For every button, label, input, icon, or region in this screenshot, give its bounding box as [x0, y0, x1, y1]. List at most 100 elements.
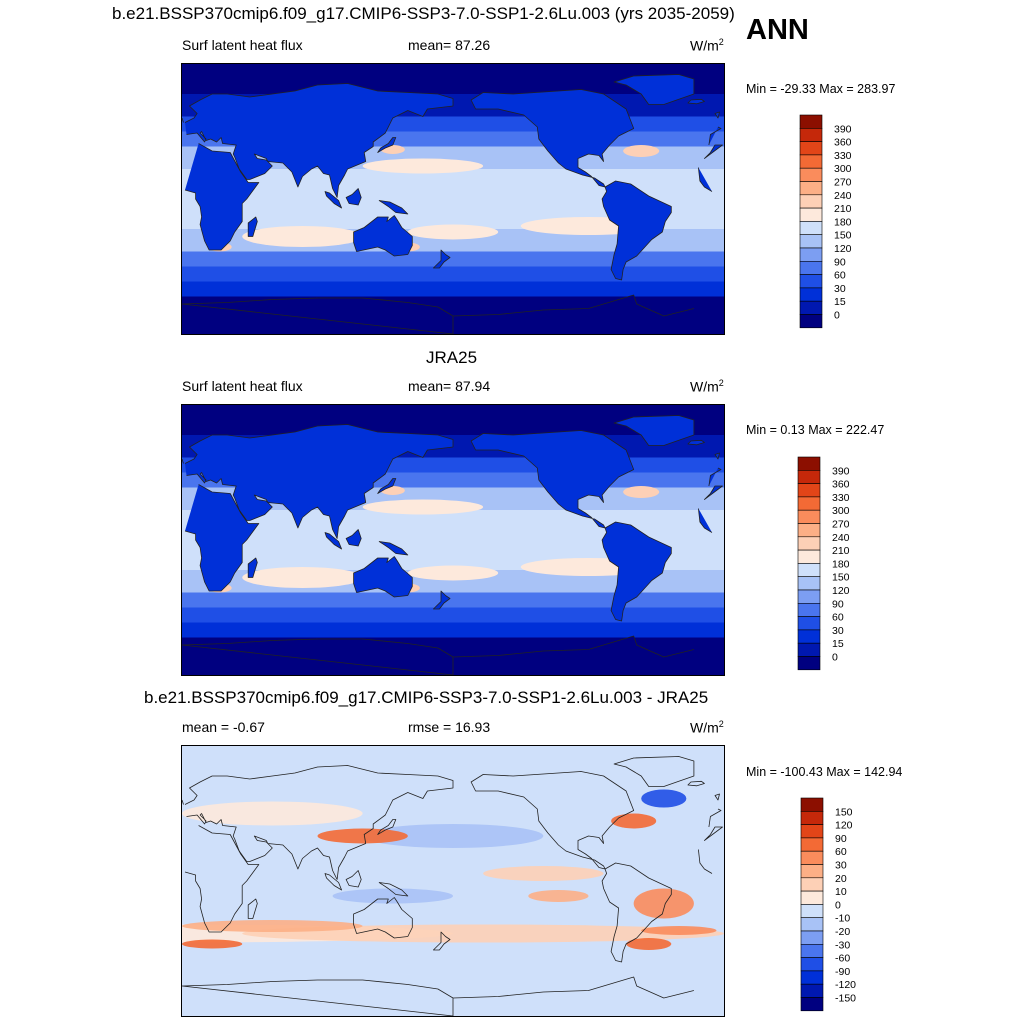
bottom-rmse-label: rmse = 16.93	[408, 719, 491, 735]
middle-colorbar-tick-label: 120	[832, 585, 850, 597]
middle-colorbar-tick-label: 300	[832, 505, 850, 517]
bottom-colorbar-tick-label: 0	[835, 899, 841, 911]
coastline-madagascar	[247, 898, 258, 919]
bottom-colorbar-tick-label: -60	[835, 953, 850, 965]
coastline-madagascar	[247, 557, 258, 578]
top-colorbar-tick-label: 210	[834, 203, 852, 215]
field-anomaly	[611, 813, 657, 829]
middle-units-label: W/m2	[690, 378, 724, 395]
field-anomaly	[362, 824, 544, 848]
middle-colorbar-tick-label: 150	[832, 572, 850, 584]
field-maximum	[362, 499, 484, 515]
bottom-colorbar-box	[800, 970, 824, 985]
bottom-colorbar-box	[800, 890, 824, 905]
coastline-northAmerica	[470, 430, 635, 529]
coastline-newGuinea	[378, 200, 409, 215]
coastline-antarctica	[182, 294, 694, 334]
bottom-colorbar-tick-label: -10	[835, 913, 850, 925]
bottom-colorbar-tick-label: 150	[835, 806, 853, 818]
top-colorbar-tick-label: 0	[834, 310, 840, 322]
top-colorbar-tick-label: 180	[834, 216, 852, 228]
coastline-borneo	[345, 188, 362, 206]
field-maximum	[407, 565, 499, 581]
middle-colorbar-box	[797, 603, 821, 617]
coastline-africa	[184, 143, 723, 251]
coastline-northAmerica	[470, 771, 635, 870]
coastline-iceland	[687, 439, 705, 446]
middle-colorbar-box	[797, 483, 821, 498]
top-colorbar-tick-label: 360	[834, 137, 852, 149]
top-mean-label: mean= 87.26	[408, 37, 491, 53]
field-maximum	[242, 226, 363, 247]
top-colorbar-box	[799, 181, 823, 196]
coastline-southAmerica	[601, 521, 672, 622]
field-band	[182, 607, 724, 623]
middle-colorbar-box	[797, 642, 821, 657]
top-colorbar-tick-label: 90	[834, 256, 846, 268]
middle-colorbar-tick-label: 180	[832, 558, 850, 570]
bottom-colorbar-tick-label: 30	[835, 860, 847, 872]
coastline-newZealand	[433, 590, 451, 610]
coastline-japan	[377, 819, 397, 835]
top-colorbar-tick-label: 240	[834, 190, 852, 202]
field-anomaly	[332, 888, 453, 904]
coastline-northAmerica	[470, 89, 635, 188]
bottom-colorbar-box	[800, 877, 824, 892]
top-colorbar-tick-label: 330	[834, 150, 852, 162]
coastline-newGuinea	[378, 541, 409, 556]
field-band	[182, 622, 724, 638]
coastline-australia	[353, 556, 413, 598]
coastline-iceland	[687, 780, 705, 787]
middle-mean-label: mean= 87.94	[408, 378, 491, 394]
top-colorbar-box	[799, 141, 823, 156]
top-colorbar-box	[799, 167, 823, 182]
middle-colorbar-box	[797, 523, 821, 538]
bottom-colorbar-tick-label: 120	[835, 820, 853, 832]
coastline-australia	[353, 897, 413, 939]
middle-colorbar-tick-label: 210	[832, 545, 850, 557]
field-maximum	[242, 567, 363, 588]
top-panel-title: b.e21.BSSP370cmip6.f09_g17.CMIP6-SSP3-7.…	[112, 4, 735, 23]
bottom-colorbar-box	[800, 944, 824, 958]
coastline-greenland	[613, 415, 695, 446]
coastline-australia	[353, 215, 413, 257]
bottom-colorbar-tick-label: -20	[835, 926, 850, 938]
top-colorbar: 390 360 330 300 270 240 210 180 150 120 90 60 30 15 0	[799, 114, 880, 330]
coastline-newGuinea	[378, 882, 409, 897]
top-colorbar-tick-label: 120	[834, 243, 852, 255]
top-variable-label: Surf latent heat flux	[182, 37, 303, 53]
middle-variable-label: Surf latent heat flux	[182, 378, 303, 394]
field-background	[182, 746, 724, 1016]
top-colorbar-tick-label: 390	[834, 123, 852, 135]
season-label: ANN	[746, 14, 809, 46]
coastline-eurasia	[184, 83, 722, 198]
coastline-southAmerica	[601, 862, 672, 963]
bottom-colorbar-box	[800, 983, 824, 998]
middle-colorbar-tick-label: 390	[832, 465, 850, 477]
coastline-borneo	[345, 870, 362, 888]
coastline-antarctica	[182, 635, 694, 675]
coastline-antarctica	[182, 976, 694, 1016]
middle-colorbar-box	[797, 656, 821, 671]
middle-minmax-label: Min = 0.13 Max = 222.47	[746, 423, 885, 437]
field-band	[182, 266, 724, 282]
field-anomaly	[317, 828, 408, 844]
field-maximum	[407, 224, 499, 240]
middle-colorbar-tick-label: 360	[832, 479, 850, 491]
top-colorbar-tick-label: 150	[834, 230, 852, 242]
middle-colorbar-tick-label: 240	[832, 532, 850, 544]
bottom-colorbar-tick-label: 60	[835, 846, 847, 858]
middle-colorbar-box	[797, 563, 821, 578]
coastline-madagascar	[247, 216, 258, 237]
top-colorbar-tick-label: 60	[834, 270, 846, 282]
field-anomaly	[182, 939, 243, 949]
middle-panel-title: JRA25	[426, 348, 478, 367]
bottom-colorbar-box	[800, 797, 824, 812]
coastline-newZealand	[433, 249, 451, 269]
coastline-borneo	[345, 529, 362, 547]
top-colorbar-box	[799, 300, 823, 315]
field-band	[182, 281, 724, 297]
field-anomaly	[182, 801, 363, 826]
middle-colorbar-box	[797, 496, 821, 511]
bottom-colorbar-tick-label: 90	[835, 833, 847, 845]
